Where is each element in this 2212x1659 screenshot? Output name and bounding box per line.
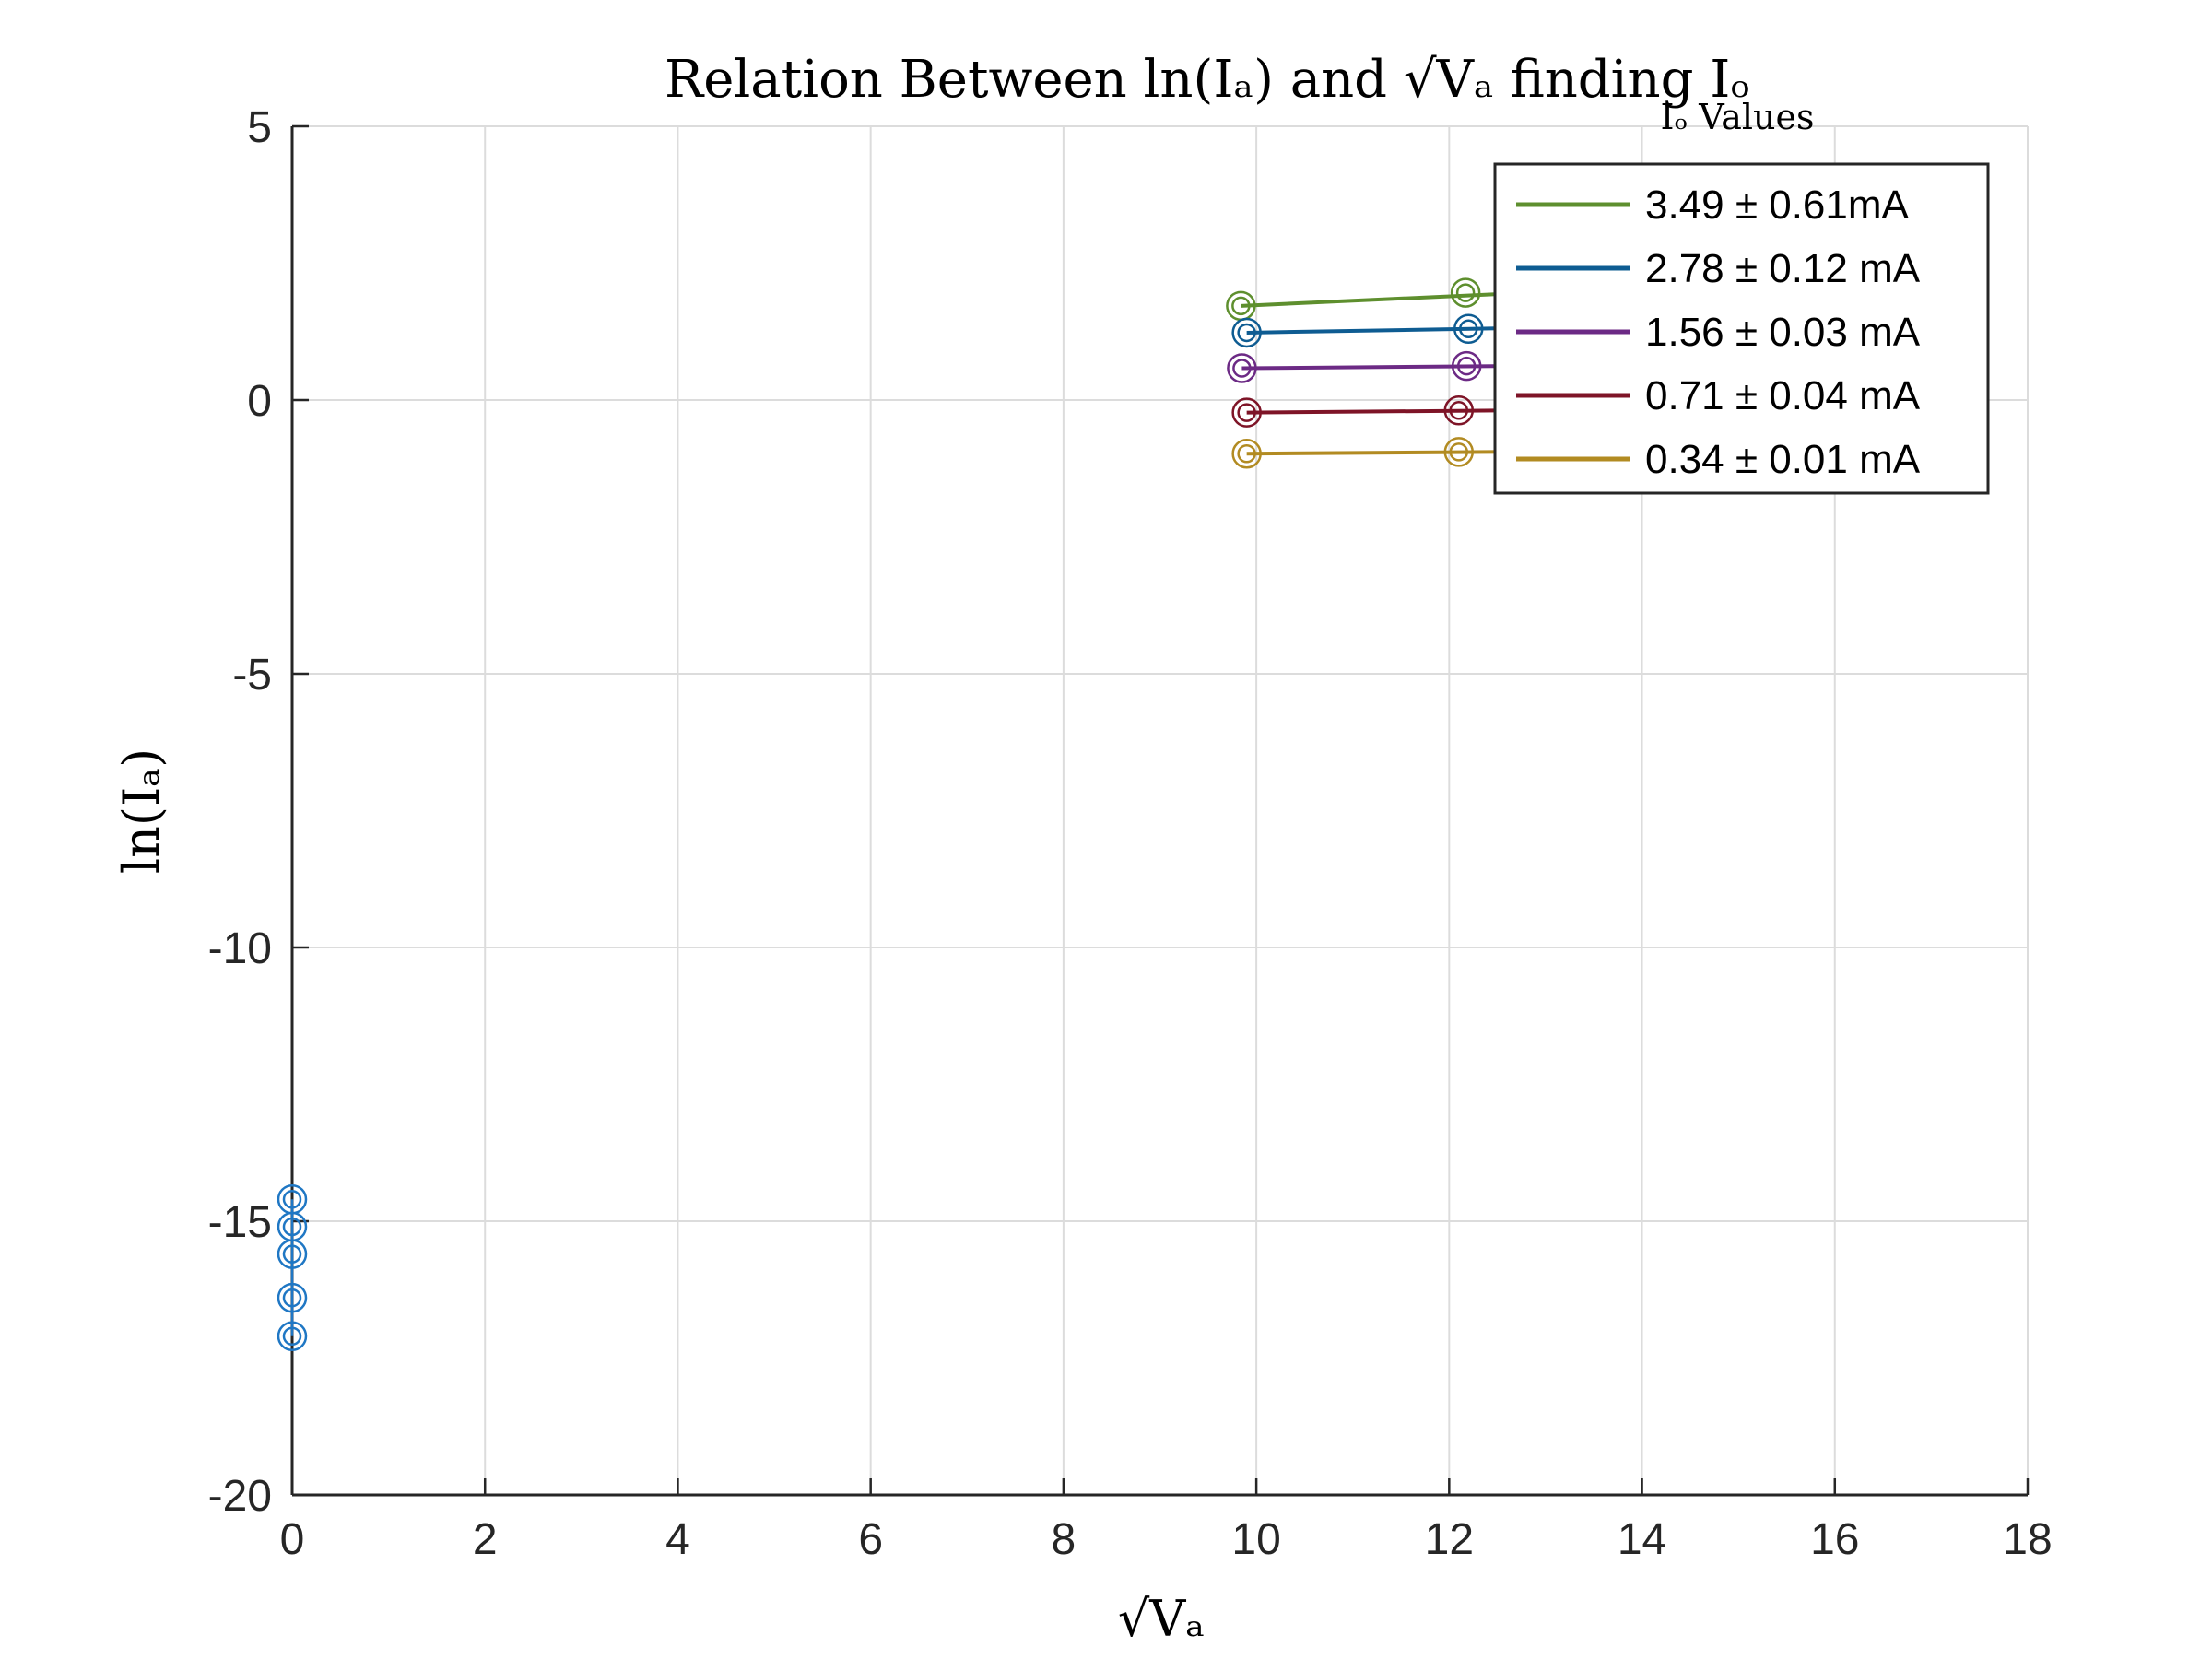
extra-point (276, 1239, 308, 1269)
chart-title: Relation Between ln(Iₐ) and √Vₐ finding … (665, 50, 1750, 110)
x-tick-label: 8 (1052, 1515, 1077, 1564)
x-tick-label: 16 (1810, 1515, 1859, 1564)
x-axis-label: √Vₐ (1118, 1590, 1205, 1648)
legend: Iₒ Values 3.49 ± 0.61mA 2.78 ± 0.12 mA 1.5… (1493, 97, 1990, 495)
x-tick-label: 12 (1425, 1515, 1474, 1564)
y-tick-label: -15 (208, 1198, 272, 1247)
y-tick-label: 5 (247, 103, 272, 152)
x-tick-label: 0 (280, 1515, 305, 1564)
titles: Relation Between ln(Iₐ) and √Vₐ finding … (112, 50, 1750, 1648)
legend-title: Iₒ Values (1661, 97, 1815, 137)
legend-label-3: 0.71 ± 0.04 mA (1645, 373, 1921, 418)
legend-label-0: 3.49 ± 0.61mA (1645, 182, 1910, 228)
axes: 0 2 4 6 8 10 12 14 16 18 5 0 -5 -10 -15 -20 (208, 103, 2053, 1564)
legend-label-2: 1.56 ± 0.03 mA (1645, 310, 1921, 355)
y-tick-label: 0 (247, 377, 272, 426)
series-1-point (1231, 317, 1262, 348)
legend-label-4: 0.34 ± 0.01 mA (1645, 437, 1921, 482)
y-tick-label: -20 (208, 1472, 272, 1521)
legend-box (1493, 162, 1990, 495)
plot-area (276, 277, 1565, 1351)
series-3-point (1231, 397, 1262, 428)
series-2-point (1451, 350, 1482, 382)
x-tick-label: 6 (858, 1515, 883, 1564)
x-tick-label: 18 (2003, 1515, 2052, 1564)
extra-point (276, 1282, 308, 1313)
series-0-point (1450, 277, 1481, 308)
x-tick-label: 14 (1618, 1515, 1666, 1564)
series-2-point (1227, 353, 1257, 383)
extra-point (276, 1321, 308, 1351)
x-tick-label: 10 (1231, 1515, 1280, 1564)
series-3-point (1443, 395, 1475, 426)
grid (291, 125, 2029, 1496)
legend-label-1: 2.78 ± 0.12 mA (1645, 246, 1921, 291)
x-tick-label: 4 (665, 1515, 690, 1564)
y-tick-label: -5 (232, 651, 272, 700)
series-4-point (1231, 438, 1262, 469)
series-4-point (1443, 437, 1475, 467)
y-tick-label: -10 (208, 924, 272, 973)
x-tick-label: 2 (473, 1515, 498, 1564)
series-1-point (1453, 313, 1484, 345)
y-axis-label: ln(Iₐ) (112, 748, 171, 874)
